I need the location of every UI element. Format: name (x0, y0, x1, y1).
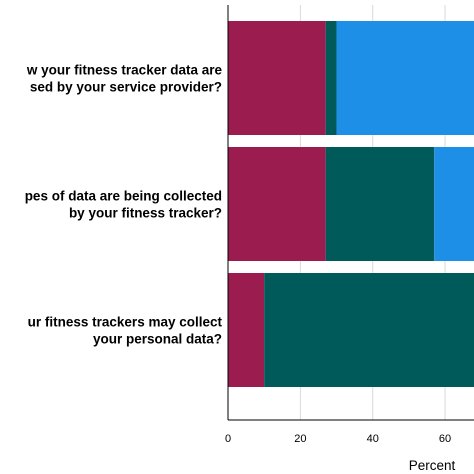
category-label: by your fitness tracker? (69, 206, 222, 221)
bar-segment (336, 21, 474, 135)
bars (228, 21, 474, 387)
x-tick-label: 20 (294, 433, 306, 445)
axes (227, 5, 474, 421)
bar-segment (228, 273, 265, 387)
category-label: sed by your service provider? (30, 80, 222, 95)
category-label: ur fitness trackers may collect (28, 315, 223, 330)
bar-segment (434, 147, 474, 261)
bar-segment (325, 147, 435, 261)
category-labels: w your fitness tracker data are sed by yo… (25, 63, 223, 347)
bar-segment (264, 273, 474, 387)
category-label: pes of data are being collected (25, 189, 222, 204)
bar-segment (228, 21, 326, 135)
x-tick-label: 0 (225, 433, 231, 445)
x-axis-title: Percent (409, 458, 456, 473)
bar-segment (228, 147, 326, 261)
x-tick-label: 40 (367, 433, 379, 445)
category-label: your personal data? (93, 332, 222, 347)
category-label: w your fitness tracker data are (26, 63, 223, 78)
tick-labels: 0 20 40 60 (225, 433, 451, 445)
x-tick-label: 60 (439, 433, 451, 445)
bar-segment (325, 21, 337, 135)
